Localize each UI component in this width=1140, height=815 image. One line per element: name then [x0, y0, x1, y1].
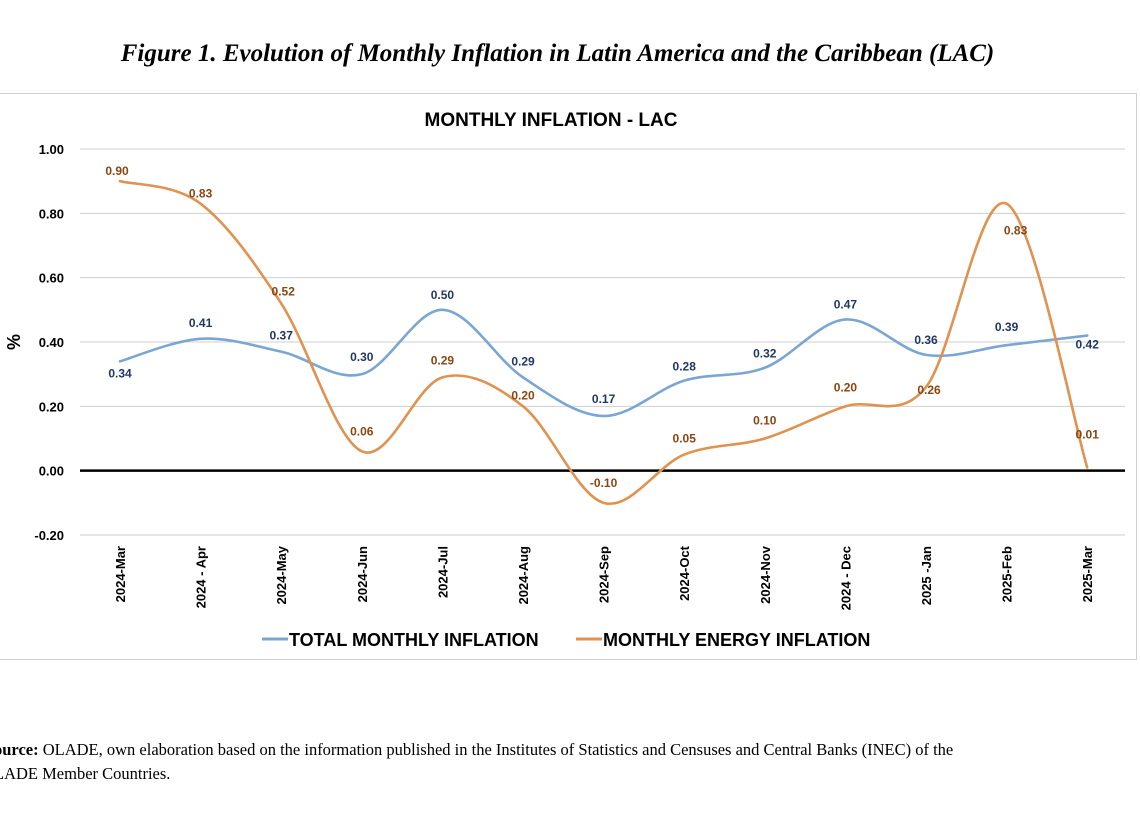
- y-tick-label: -0.20: [34, 528, 64, 543]
- data-label: 0.32: [753, 347, 777, 361]
- data-label: 0.29: [511, 354, 535, 368]
- data-label: 0.36: [914, 333, 938, 347]
- data-labels: 0.34 0.41 0.37 0.30 0.50 0.29 0.17 0.28 0.32 0.47…: [105, 164, 1099, 490]
- y-tick-label: 0.20: [39, 399, 64, 414]
- y-tick-label: 0.60: [39, 271, 64, 286]
- x-tick-label: 2025-Mar: [1080, 546, 1095, 602]
- source-label: ource:: [0, 740, 39, 759]
- chart-title: MONTHLY INFLATION - LAC: [425, 110, 678, 131]
- y-tick-label: 0.40: [39, 335, 64, 350]
- source-note: ource: OLADE, own elaboration based on t…: [0, 738, 1124, 786]
- x-tick-labels: 2024-Mar 2024 - Apr 2024-May 2024-Jun 2024-J…: [113, 545, 1095, 610]
- y-tick-label: 0.00: [39, 464, 64, 479]
- data-label: 0.05: [673, 432, 697, 446]
- y-tick-label: 0.80: [39, 206, 64, 221]
- x-tick-label: 2025-Feb: [1000, 546, 1015, 602]
- x-tick-label: 2025 -Jan: [919, 546, 934, 605]
- data-label: 0.01: [1076, 427, 1100, 441]
- data-label: 0.26: [917, 383, 941, 397]
- source-text-line2: LADE Member Countries.: [0, 764, 171, 783]
- x-tick-label: 2024-May: [274, 545, 289, 604]
- data-label: 0.42: [1076, 338, 1100, 352]
- x-tick-label: 2024 - Apr: [194, 546, 209, 608]
- data-label: 0.41: [189, 316, 213, 330]
- x-tick-label: 2024-Aug: [516, 546, 531, 605]
- series-line-energy: [118, 179, 1089, 506]
- data-label: 0.10: [753, 414, 777, 428]
- x-tick-label: 2024-Oct: [677, 545, 692, 601]
- source-text: OLADE, own elaboration based on the info…: [38, 740, 954, 759]
- legend-label-energy: MONTHLY ENERGY INFLATION: [603, 630, 870, 650]
- series-lines: [118, 179, 1089, 506]
- data-label: 0.83: [1004, 224, 1028, 238]
- legend-label-total: TOTAL MONTHLY INFLATION: [289, 630, 539, 650]
- x-tick-label: 2024-Jul: [435, 546, 450, 598]
- x-tick-label: 2024-Nov: [758, 545, 773, 604]
- data-label: 0.20: [834, 380, 858, 394]
- data-label: 0.28: [673, 360, 697, 374]
- data-label: 0.17: [592, 392, 616, 406]
- data-label: -0.10: [590, 476, 618, 490]
- figure-caption: Figure 1. Evolution of Monthly Inflation…: [120, 40, 995, 67]
- data-label: 0.30: [350, 350, 374, 364]
- y-tick-label: 1.00: [39, 142, 64, 157]
- data-label: 0.37: [270, 329, 294, 343]
- data-label: 0.34: [108, 366, 132, 380]
- data-label: 0.29: [431, 353, 455, 367]
- chart-frame: [0, 93, 1137, 660]
- y-axis-label: %: [4, 334, 24, 350]
- x-tick-label: 2024-Mar: [113, 546, 128, 602]
- data-label: 0.50: [431, 288, 455, 302]
- data-label: 0.39: [995, 320, 1019, 334]
- data-label: 0.83: [189, 187, 213, 201]
- y-tick-labels: 1.00 0.80 0.60 0.40 0.20 0.00 -0.20: [34, 142, 64, 543]
- legend: TOTAL MONTHLY INFLATION MONTHLY ENERGY I…: [262, 630, 870, 650]
- data-label: 0.06: [350, 424, 374, 438]
- data-label: 0.52: [272, 284, 296, 298]
- line-chart: MONTHLY INFLATION - LAC % 1.00 0.80 0.60 0.…: [4, 110, 1125, 650]
- x-tick-label: 2024-Jun: [355, 546, 370, 602]
- data-label: 0.90: [105, 164, 129, 178]
- grid-lines: [80, 148, 1125, 536]
- x-tick-label: 2024-Sep: [597, 546, 612, 603]
- data-label: 0.20: [511, 388, 535, 402]
- data-label: 0.47: [834, 297, 858, 311]
- x-tick-label: 2024 - Dec: [838, 546, 853, 610]
